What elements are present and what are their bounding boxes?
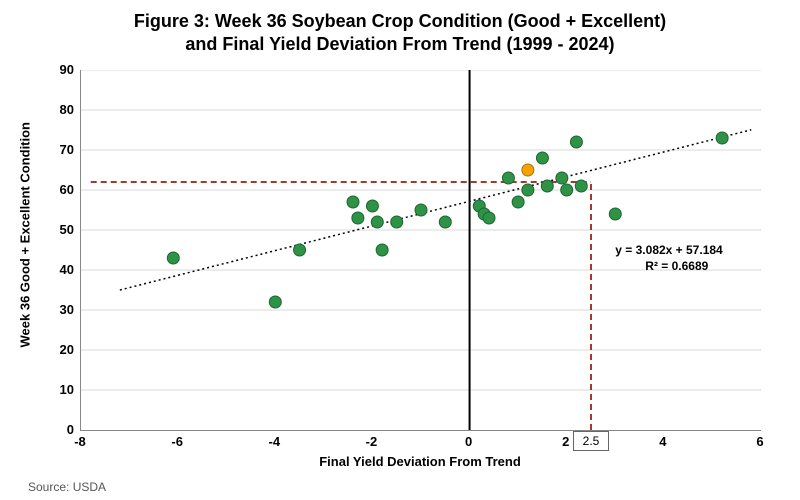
- ref-value-box: 2.5: [573, 431, 609, 451]
- data-point: [371, 216, 383, 228]
- x-axis-label: Final Yield Deviation From Trend: [80, 454, 760, 469]
- data-point: [716, 132, 728, 144]
- data-point: [556, 172, 568, 184]
- x-tick-label: 2: [554, 434, 578, 449]
- data-point: [483, 212, 495, 224]
- data-point: [522, 184, 534, 196]
- x-tick-label: -2: [359, 434, 383, 449]
- y-tick-label: 80: [60, 102, 74, 117]
- data-point: [347, 196, 359, 208]
- data-point: [561, 184, 573, 196]
- data-point: [439, 216, 451, 228]
- y-axis-label: Week 36 Good + Excellent Condition: [18, 148, 33, 348]
- plot-svg: y = 3.082x + 57.184 R² = 0.6689: [81, 70, 761, 430]
- y-tick-label: 50: [60, 222, 74, 237]
- x-tick-label: -8: [68, 434, 92, 449]
- equation-group: y = 3.082x + 57.184 R² = 0.6689: [615, 243, 723, 273]
- y-tick-label: 30: [60, 302, 74, 317]
- y-tick-label: 20: [60, 342, 74, 357]
- data-point: [352, 212, 364, 224]
- chart-title-line1: Figure 3: Week 36 Soybean Crop Condition…: [0, 10, 800, 33]
- chart-container: Figure 3: Week 36 Soybean Crop Condition…: [0, 0, 800, 500]
- x-tick-label: -4: [262, 434, 286, 449]
- x-tick-label: 0: [457, 434, 481, 449]
- data-point: [167, 252, 179, 264]
- equation-text: y = 3.082x + 57.184: [615, 243, 723, 257]
- y-tick-label: 10: [60, 382, 74, 397]
- data-point: [269, 296, 281, 308]
- data-point: [391, 216, 403, 228]
- data-point: [575, 180, 587, 192]
- data-point: [294, 244, 306, 256]
- data-point: [609, 208, 621, 220]
- chart-title-line2: and Final Yield Deviation From Trend (19…: [0, 33, 800, 56]
- y-tick-label: 60: [60, 182, 74, 197]
- y-tick-label: 90: [60, 62, 74, 77]
- chart-title: Figure 3: Week 36 Soybean Crop Condition…: [0, 0, 800, 57]
- highlight-point: [522, 164, 534, 176]
- x-tick-label: 6: [748, 434, 772, 449]
- x-tick-label: 4: [651, 434, 675, 449]
- data-point: [541, 180, 553, 192]
- x-tick-label: -6: [165, 434, 189, 449]
- data-point: [512, 196, 524, 208]
- y-tick-label: 40: [60, 262, 74, 277]
- data-point: [366, 200, 378, 212]
- y-tick-label: 70: [60, 142, 74, 157]
- data-point: [502, 172, 514, 184]
- data-point: [376, 244, 388, 256]
- source-text: Source: USDA: [28, 480, 106, 494]
- plot-area: y = 3.082x + 57.184 R² = 0.6689: [80, 70, 761, 431]
- data-point: [570, 136, 582, 148]
- data-point: [536, 152, 548, 164]
- r2-text: R² = 0.6689: [645, 259, 708, 273]
- data-point: [415, 204, 427, 216]
